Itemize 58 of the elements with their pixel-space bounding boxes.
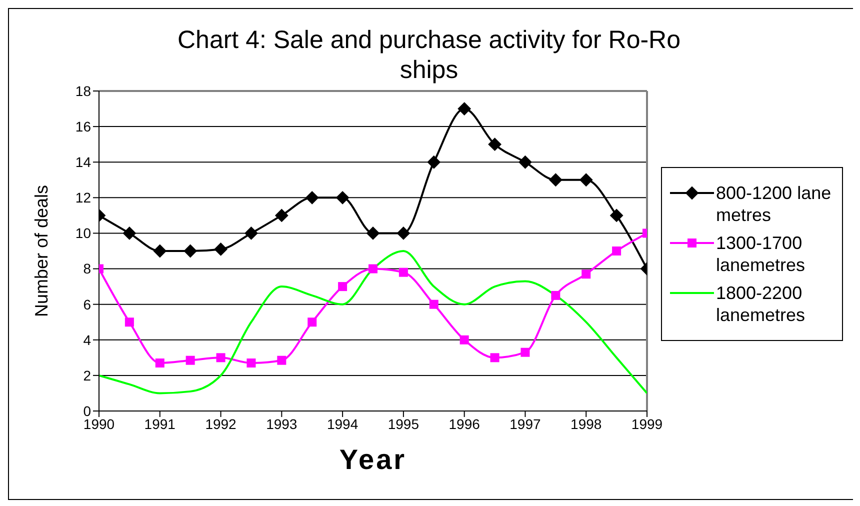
- point: [214, 242, 228, 256]
- y-tick-label: 18: [75, 82, 92, 99]
- x-tick-label: 1995: [388, 416, 420, 432]
- legend-label: 1800-2200 lanemetres: [716, 282, 806, 326]
- y-tick-label: 8: [83, 260, 92, 277]
- y-tick-label: 16: [75, 118, 92, 135]
- point: [460, 335, 469, 344]
- point: [338, 282, 348, 292]
- point: [488, 138, 502, 151]
- point: [308, 318, 317, 327]
- point: [490, 353, 500, 362]
- y-axis-title: Number of deals: [31, 184, 52, 318]
- point: [336, 191, 350, 204]
- x-tick-label: 1999: [631, 416, 663, 432]
- point: [368, 264, 378, 274]
- x-tick-label: 1994: [326, 416, 358, 432]
- point: [122, 226, 136, 240]
- point: [277, 356, 286, 365]
- point: [427, 156, 440, 169]
- point: [306, 191, 319, 204]
- point: [155, 358, 164, 368]
- point: [366, 226, 380, 240]
- point: [398, 268, 408, 277]
- legend-label: 800-1200 lane metres: [716, 182, 832, 226]
- x-tick-label: 1996: [448, 416, 480, 432]
- point: [124, 318, 134, 327]
- x-axis-title: Year: [339, 444, 407, 475]
- point: [184, 244, 197, 258]
- x-tick-label: 1991: [144, 416, 176, 432]
- point: [153, 244, 166, 258]
- y-tick-label: 12: [75, 190, 92, 206]
- legend-label: 1300-1700 lanemetres: [716, 232, 806, 276]
- x-tick-label: 1997: [510, 416, 542, 432]
- chart-title: Chart 4: Sale and purchase activity for Ro-Ro ships: [176, 25, 682, 85]
- x-tick-label: 1998: [570, 416, 602, 432]
- x-tick-label: 1993: [266, 416, 298, 432]
- point: [582, 270, 591, 279]
- point: [186, 356, 195, 365]
- point: [610, 208, 624, 222]
- point: [518, 156, 532, 169]
- point: [246, 358, 256, 368]
- point: [520, 348, 530, 357]
- point: [396, 226, 410, 240]
- y-tick-label: 14: [75, 154, 92, 170]
- point: [244, 226, 258, 240]
- y-tick-label: 10: [75, 225, 92, 242]
- point: [458, 102, 471, 116]
- y-tick-label: 6: [83, 296, 92, 312]
- point: [551, 290, 560, 300]
- point: [216, 353, 226, 362]
- point: [612, 246, 622, 256]
- x-tick-label: 1992: [205, 416, 237, 432]
- point: [429, 300, 438, 309]
- y-tick-label: 2: [83, 367, 92, 384]
- y-tick-label: 4: [83, 332, 92, 348]
- point: [580, 173, 593, 186]
- point: [549, 173, 562, 186]
- point: [275, 208, 288, 222]
